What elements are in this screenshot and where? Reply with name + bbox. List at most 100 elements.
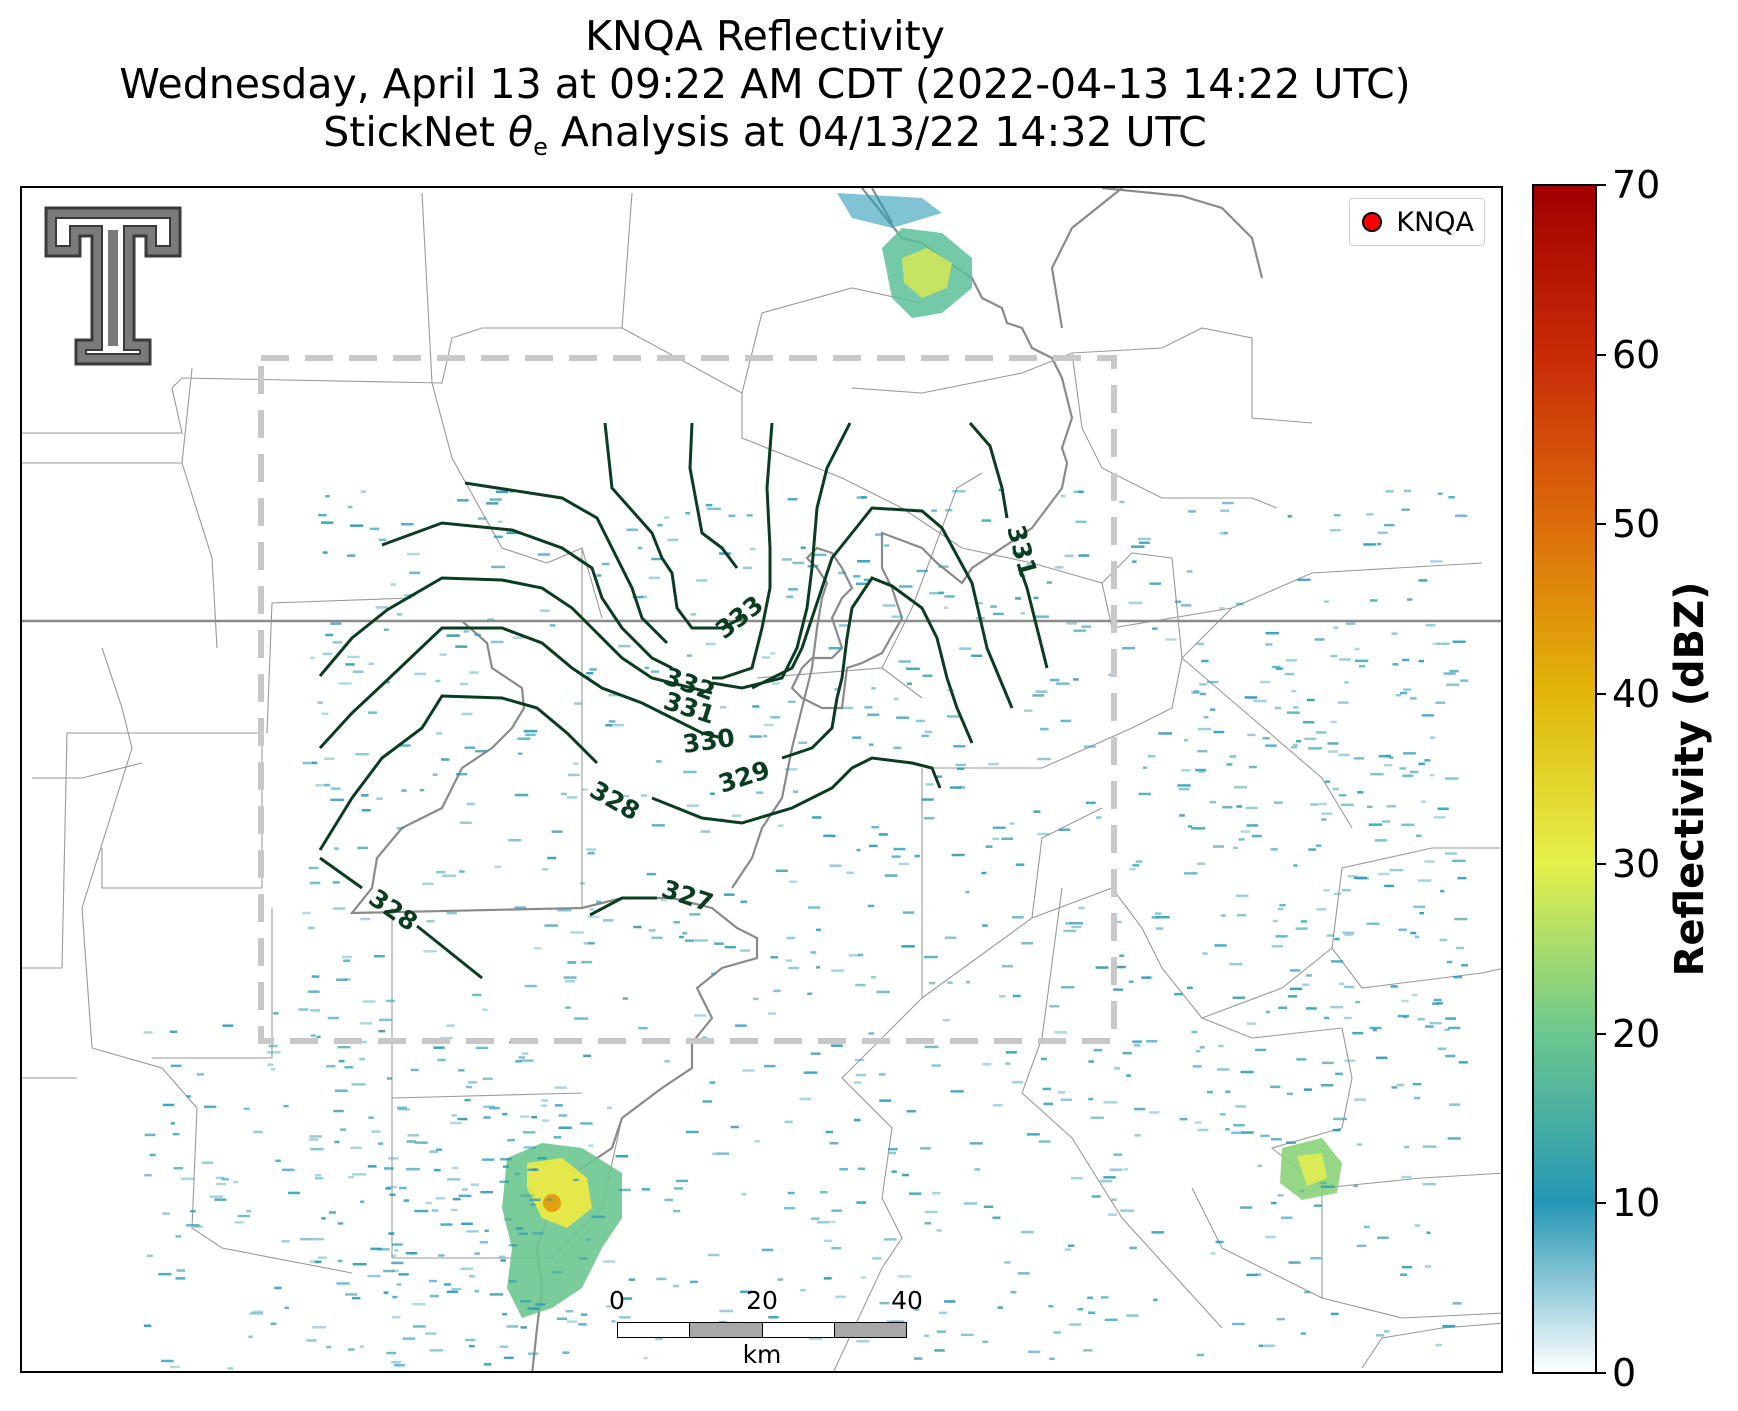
echo-speckle — [1410, 770, 1419, 774]
echo-speckle — [1220, 509, 1229, 512]
echo-speckle — [520, 1326, 527, 1329]
echo-speckle — [1404, 1145, 1410, 1149]
echo-speckle — [1445, 777, 1459, 780]
echo-speckle — [327, 1016, 339, 1020]
echo-speckle — [1077, 1308, 1083, 1311]
echo-speckle — [1433, 998, 1442, 1002]
echo-speckle — [887, 1147, 898, 1151]
echo-speckle — [341, 955, 352, 959]
echo-speckle — [916, 569, 928, 573]
echo-speckle — [527, 1168, 537, 1171]
echo-speckle — [446, 911, 457, 915]
echo-speckle — [375, 606, 388, 609]
echo-speckle — [856, 1340, 870, 1343]
echo-speckle — [457, 1117, 468, 1121]
echo-speckle — [1033, 810, 1041, 813]
echo-speckle — [275, 1159, 281, 1162]
echo-speckle — [896, 716, 909, 719]
echo-speckle — [938, 565, 949, 568]
figure-subtitle: Wednesday, April 13 at 09:22 AM CDT (202… — [119, 60, 1411, 108]
echo-speckle — [1320, 1084, 1334, 1087]
echo-speckle — [1308, 747, 1322, 750]
echo-speckle — [1323, 1016, 1330, 1020]
echo-speckle — [1293, 706, 1299, 709]
echo-speckle — [360, 490, 366, 493]
echo-speckle — [714, 942, 724, 945]
echo-speckle — [1206, 1090, 1213, 1094]
echo-speckle — [1335, 1072, 1343, 1076]
echo-speckle — [1245, 806, 1258, 810]
echo-speckle — [459, 682, 469, 686]
echo-speckle — [1223, 531, 1228, 535]
echo-speckle — [719, 1309, 733, 1313]
echo-speckle — [1196, 1049, 1201, 1053]
echo-speckle — [1333, 513, 1341, 517]
echo-speckle — [515, 1060, 522, 1063]
echo-speckle — [1111, 1198, 1117, 1201]
echo-speckle — [1437, 1047, 1447, 1050]
echo-speckle — [378, 1142, 383, 1145]
echo-speckle — [392, 1295, 398, 1299]
echo-speckle — [580, 1122, 593, 1125]
echo-speckle — [893, 746, 902, 750]
echo-speckle — [657, 523, 663, 527]
echo-speckle — [1119, 500, 1125, 504]
echo-speckle — [872, 1257, 882, 1260]
echo-speckle — [1174, 600, 1182, 603]
echo-speckle — [786, 595, 794, 599]
echo-speckle — [1026, 1133, 1040, 1136]
echo-speckle — [434, 1168, 441, 1172]
echo-speckle — [1220, 914, 1226, 917]
echo-speckle — [1120, 1209, 1134, 1212]
echo-speckle — [891, 615, 903, 618]
echo-speckle — [489, 1293, 504, 1296]
echo-speckle — [876, 990, 890, 994]
echo-speckle — [528, 1352, 539, 1355]
echo-speckle — [992, 837, 1000, 841]
echo-speckle — [281, 1240, 290, 1243]
echo-speckle — [1061, 494, 1066, 498]
echo-speckle — [1422, 1145, 1437, 1148]
echo-speckle — [762, 1248, 774, 1252]
echo-speckle — [451, 1287, 462, 1291]
echo-speckle — [1240, 830, 1251, 833]
echo-speckle — [475, 749, 488, 753]
echo-speckle — [1219, 531, 1227, 535]
echo-speckle — [891, 855, 901, 858]
echo-speckle — [810, 951, 817, 954]
figure-title: KNQA Reflectivity — [585, 12, 945, 60]
scale-segment — [834, 1322, 907, 1338]
map-panel[interactable]: 333 332 331 330 329 328 327 328 331 KNQA — [20, 186, 1503, 1373]
echo-speckle — [336, 1282, 350, 1285]
echo-speckle — [823, 1277, 832, 1280]
echo-speckle — [396, 826, 405, 830]
echo-speckle — [1429, 773, 1435, 777]
echo-speckle — [386, 1351, 397, 1355]
echo-speckle — [1445, 1017, 1456, 1020]
echo-speckle — [311, 761, 318, 765]
echo-speckle — [965, 980, 971, 984]
echo-speckle — [686, 654, 693, 657]
echo-speckle — [357, 846, 369, 850]
echo-speckle — [425, 1201, 433, 1205]
echo-speckle — [871, 825, 879, 829]
echo-speckle — [464, 1098, 471, 1102]
echo-speckle — [347, 655, 360, 659]
echo-speckle — [1418, 579, 1428, 582]
echo-speckle — [788, 966, 799, 970]
echo-speckle — [644, 666, 649, 670]
colorbar-tick-label: 20 — [1612, 1011, 1661, 1056]
echo-speckle — [944, 595, 955, 598]
echo-speckle — [673, 1209, 681, 1213]
echo-speckle — [656, 1277, 667, 1281]
echo-speckle — [1386, 805, 1396, 808]
echo-speckle — [464, 746, 475, 749]
echo-speckle — [672, 1284, 679, 1288]
echo-speckle — [1265, 631, 1279, 635]
echo-speckle — [377, 1248, 390, 1251]
echo-speckle — [959, 786, 965, 789]
echo-speckle — [914, 854, 920, 858]
echo-speckle — [500, 1259, 506, 1262]
echo-speckle — [466, 1085, 472, 1089]
echo-speckle — [1338, 753, 1350, 757]
